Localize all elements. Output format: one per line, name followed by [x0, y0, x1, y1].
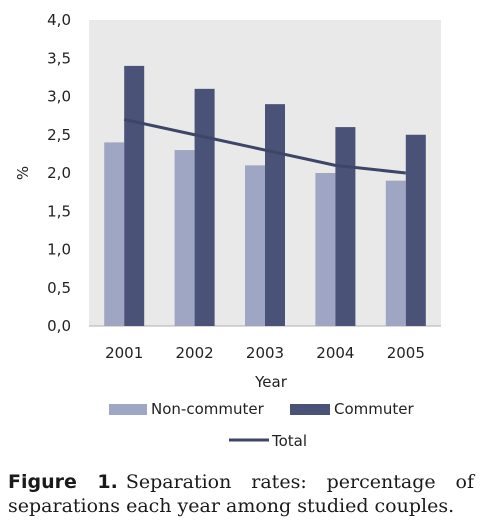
- legend-label-commuter: Commuter: [334, 400, 414, 418]
- x-tick-labels: 2001 2002 2003 2004 2005: [105, 344, 425, 362]
- x-tick-label-2002: 2002: [176, 344, 214, 362]
- legend-swatch-non-commuter: [109, 404, 147, 415]
- separation-rates-chart: 0,0 0,5 1,0 1,5 2,0 2,5 3,0 3,5 4,0 2001 2002 2003…: [14, 11, 441, 450]
- y-tick-label: 4,0: [47, 11, 71, 29]
- y-tick-label: 2,0: [47, 164, 71, 182]
- bar-commuter-2004: [335, 127, 356, 326]
- bar-commuter-2002: [194, 88, 215, 326]
- legend-label-total: Total: [271, 432, 307, 450]
- x-tick-label-2005: 2005: [387, 344, 425, 362]
- y-tick-label: 1,0: [47, 241, 71, 259]
- bar-non-commuter-2001: [104, 142, 125, 326]
- legend-label-non-commuter: Non-commuter: [151, 400, 265, 418]
- bar-non-commuter-2004: [315, 173, 336, 326]
- legend: Non-commuter Commuter Total: [109, 400, 414, 450]
- bar-non-commuter-2005: [385, 180, 406, 326]
- y-tick-label: 3,5: [47, 49, 71, 67]
- y-tick-label: 3,0: [47, 88, 71, 106]
- y-axis-title: %: [14, 166, 32, 180]
- y-tick-label: 0,0: [47, 317, 71, 335]
- bar-non-commuter-2003: [245, 165, 265, 326]
- bar-commuter-2003: [265, 104, 285, 327]
- bar-commuter-2001: [124, 65, 145, 327]
- y-tick-label: 0,5: [47, 279, 71, 297]
- bar-non-commuter-2002: [174, 150, 195, 326]
- x-axis-title: Year: [254, 373, 288, 391]
- x-tick-label-2004: 2004: [316, 344, 354, 362]
- caption-text: Separation rates: percentage of separati…: [8, 471, 474, 517]
- figure-caption: Figure 1. Separation rates: percentage of…: [8, 470, 474, 518]
- total-line-layer: [123, 117, 406, 175]
- bar-commuter-2005: [405, 134, 426, 326]
- y-tick-label: 1,5: [47, 202, 71, 220]
- caption-label: Figure 1.: [8, 471, 118, 493]
- y-tick-label: 2,5: [47, 126, 71, 144]
- y-tick-labels: 0,0 0,5 1,0 1,5 2,0 2,5 3,0 3,5 4,0: [47, 11, 71, 335]
- series-line-total: [123, 117, 406, 175]
- bars-layer: [104, 65, 426, 327]
- legend-swatch-commuter: [290, 404, 330, 415]
- x-tick-label-2001: 2001: [105, 344, 143, 362]
- x-tick-label-2003: 2003: [246, 344, 284, 362]
